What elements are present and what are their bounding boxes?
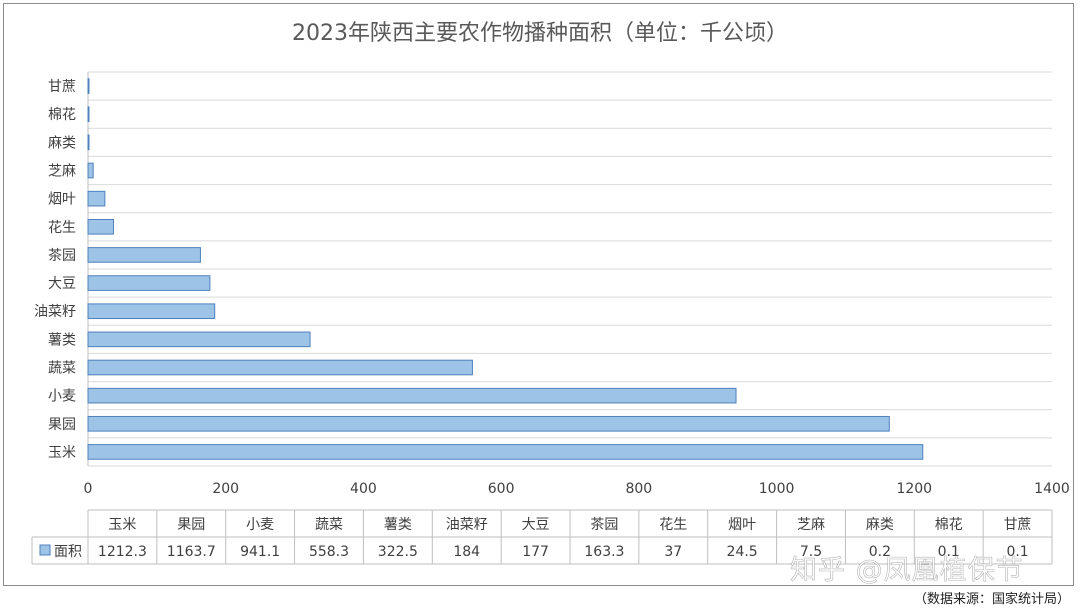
bar-芝麻 bbox=[87, 162, 94, 179]
table-value: 177 bbox=[522, 544, 549, 560]
x-tick-label: 800 bbox=[625, 481, 652, 497]
table-category: 烟叶 bbox=[728, 517, 756, 533]
x-tick-label: 400 bbox=[350, 481, 377, 497]
table-category: 玉米 bbox=[108, 517, 136, 533]
bar-大豆 bbox=[87, 275, 211, 291]
category-label: 烟叶 bbox=[48, 192, 76, 208]
table-value: 37 bbox=[664, 544, 682, 560]
category-label: 大豆 bbox=[48, 276, 76, 292]
bar-小麦 bbox=[87, 387, 737, 404]
table-value: 0.1 bbox=[1006, 544, 1028, 560]
category-label: 蔬菜 bbox=[48, 361, 76, 377]
table-value: 558.3 bbox=[309, 544, 349, 560]
category-label: 茶园 bbox=[48, 248, 76, 264]
category-label: 油菜籽 bbox=[34, 304, 76, 320]
x-tick-label: 0 bbox=[84, 481, 93, 497]
table-category: 大豆 bbox=[522, 517, 550, 533]
table-category: 花生 bbox=[659, 517, 687, 533]
table-category: 棉花 bbox=[935, 516, 963, 533]
table-value: 24.5 bbox=[727, 544, 758, 560]
bar-烟叶 bbox=[87, 190, 106, 207]
series-name: 面积 bbox=[54, 544, 82, 560]
category-label: 薯类 bbox=[48, 332, 76, 348]
table-value: 184 bbox=[453, 544, 480, 560]
x-tick-label: 200 bbox=[212, 481, 239, 497]
bar-油菜籽 bbox=[87, 303, 216, 320]
table-value: 7.5 bbox=[800, 544, 822, 560]
table-category: 油菜籽 bbox=[446, 517, 488, 533]
table-value: 1212.3 bbox=[98, 544, 147, 560]
category-label: 甘蔗 bbox=[48, 79, 76, 95]
table-category: 蔬菜 bbox=[315, 517, 343, 533]
bar-棉花 bbox=[87, 106, 90, 123]
category-label: 芝麻 bbox=[48, 164, 76, 180]
bar-甘蔗 bbox=[87, 78, 90, 94]
bar-玉米 bbox=[87, 444, 924, 460]
chart-title: 2023年陕西主要农作物播种面积（单位：千公顷） bbox=[292, 21, 788, 46]
table-category: 甘蔗 bbox=[1004, 517, 1032, 533]
category-label: 果园 bbox=[48, 417, 76, 433]
category-label: 花生 bbox=[48, 220, 76, 236]
bar-花生 bbox=[87, 218, 114, 235]
source-note: （数据来源：国家统计局） bbox=[913, 592, 1070, 607]
bar-麻类 bbox=[87, 134, 90, 151]
table-category: 果园 bbox=[177, 517, 205, 533]
category-label: 玉米 bbox=[48, 445, 76, 461]
table-value: 322.5 bbox=[378, 544, 418, 560]
table-value: 941.1 bbox=[240, 544, 280, 560]
table-category: 小麦 bbox=[246, 517, 274, 533]
x-tick-label: 1200 bbox=[896, 481, 932, 497]
table-value: 1163.7 bbox=[167, 544, 216, 560]
table-category: 麻类 bbox=[866, 517, 894, 533]
bar-薯类 bbox=[87, 331, 311, 348]
bar-蔬菜 bbox=[87, 359, 473, 376]
table-category: 薯类 bbox=[384, 517, 412, 533]
watermark: 知乎 @凤凰植保节 bbox=[790, 555, 1024, 587]
x-tick-label: 600 bbox=[488, 481, 515, 497]
table-value: 163.3 bbox=[584, 544, 624, 560]
bar-果园 bbox=[87, 415, 890, 432]
bar-茶园 bbox=[87, 247, 201, 263]
table-category: 茶园 bbox=[590, 517, 618, 533]
x-tick-label: 1400 bbox=[1034, 481, 1070, 497]
legend-key bbox=[39, 544, 51, 556]
x-tick-label: 1000 bbox=[759, 481, 795, 497]
category-label: 麻类 bbox=[48, 135, 76, 151]
category-label: 棉花 bbox=[48, 106, 76, 123]
category-label: 小麦 bbox=[48, 389, 76, 405]
table-category: 芝麻 bbox=[797, 517, 825, 533]
table-value: 0.1 bbox=[938, 544, 960, 560]
table-value: 0.2 bbox=[869, 544, 891, 560]
